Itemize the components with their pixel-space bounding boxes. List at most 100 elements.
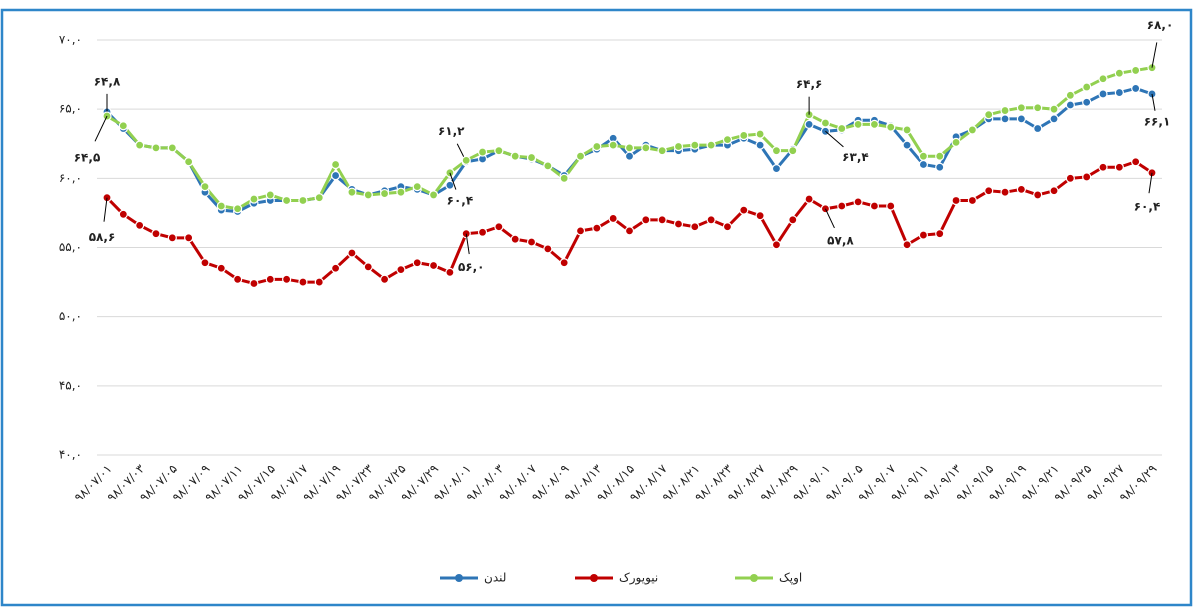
series-marker [167, 143, 177, 153]
series-marker [510, 151, 520, 161]
series-marker [608, 213, 618, 224]
series-marker [118, 121, 128, 131]
series-marker [412, 258, 422, 268]
series-marker [984, 110, 994, 120]
series-marker [1131, 65, 1141, 76]
series-marker [984, 186, 994, 196]
series-marker [1065, 90, 1075, 100]
series-marker [1098, 89, 1108, 99]
series-marker [837, 201, 847, 211]
series-marker [641, 143, 651, 153]
series-marker [298, 277, 308, 287]
series-marker [298, 195, 308, 206]
series-marker [265, 190, 275, 200]
series-marker [771, 240, 782, 250]
series-marker [1065, 100, 1075, 110]
legend-label: نیویورک [619, 571, 658, 586]
series-marker [1082, 172, 1092, 182]
series-marker [1033, 103, 1043, 113]
label-leader [465, 233, 470, 255]
series-marker [608, 140, 618, 150]
data-label: ۶۰,۴ [1134, 199, 1161, 213]
series-marker [804, 194, 814, 204]
series-marker [837, 123, 847, 134]
series-marker [151, 229, 161, 239]
series-marker [967, 195, 977, 206]
series-marker [249, 194, 259, 204]
data-label: ۶۳,۴ [842, 150, 869, 164]
series-marker [755, 140, 765, 150]
series-marker [1065, 173, 1075, 183]
series-marker [1016, 103, 1026, 113]
series-marker [755, 129, 765, 139]
data-label: ۶۶,۱ [1144, 114, 1171, 128]
series-marker [1000, 187, 1010, 197]
series-marker [1114, 87, 1124, 98]
series-marker [869, 119, 880, 129]
series-marker [282, 195, 292, 206]
series-marker [935, 151, 945, 161]
series-marker [673, 219, 684, 229]
series-marker [1016, 114, 1026, 124]
series-marker [200, 258, 210, 268]
series-marker [526, 152, 537, 163]
series-marker [477, 227, 488, 237]
series-marker [233, 274, 243, 284]
series-marker [1033, 123, 1043, 134]
series-marker [428, 260, 439, 271]
series-marker [347, 248, 357, 258]
legend-label: اوپک [779, 571, 802, 586]
legend-label: لندن [484, 571, 506, 585]
series-marker [902, 240, 912, 250]
series-marker [477, 147, 488, 157]
series-marker [624, 151, 635, 161]
series-marker [461, 155, 471, 165]
series-marker [624, 143, 635, 153]
series-marker [428, 190, 439, 200]
series-marker [1049, 114, 1059, 124]
label-leader [824, 208, 835, 229]
data-label: ۶۱,۲ [438, 124, 465, 138]
label-leader [1151, 93, 1156, 111]
series-marker [363, 190, 373, 200]
series-marker [559, 173, 569, 183]
series-marker [902, 125, 912, 135]
series-marker [575, 151, 586, 161]
data-label: ۶۴,۶ [796, 77, 823, 91]
series-marker [135, 140, 145, 150]
series-marker [200, 182, 210, 192]
label-leader [103, 197, 108, 222]
series-marker [216, 201, 226, 211]
data-label: ۵۶,۰ [458, 260, 485, 274]
series-marker [1114, 68, 1124, 78]
series-marker [935, 229, 945, 239]
series-marker [1098, 162, 1108, 172]
series-marker [902, 140, 912, 150]
series-marker [1000, 114, 1010, 124]
series-marker [233, 204, 243, 214]
series-marker [1016, 184, 1026, 194]
data-label: ۵۸,۶ [89, 230, 116, 244]
series-marker [282, 274, 292, 284]
data-label: ۶۸,۰ [1147, 18, 1174, 32]
series-marker [788, 215, 798, 225]
series-marker [935, 162, 945, 172]
y-tick-label: ۵۵,۰ [59, 240, 82, 254]
series-marker [1082, 82, 1092, 92]
series-marker [853, 197, 863, 207]
y-tick-label: ۶۰,۰ [59, 171, 82, 185]
series-marker [951, 137, 961, 147]
series-marker [706, 215, 716, 225]
series-marker [118, 209, 128, 219]
series-marker [771, 164, 782, 174]
series-marker [314, 277, 324, 287]
series-marker [1131, 157, 1141, 167]
series-marker [1114, 162, 1124, 172]
series-marker [347, 187, 357, 197]
series-marker [592, 223, 602, 233]
series-marker [216, 263, 226, 273]
label-leader [825, 130, 844, 148]
series-marker [1098, 74, 1108, 84]
series-marker [510, 234, 520, 244]
